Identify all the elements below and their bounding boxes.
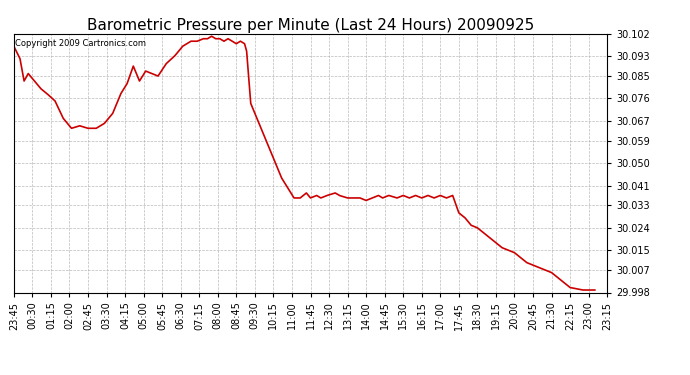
Text: Copyright 2009 Cartronics.com: Copyright 2009 Cartronics.com [15,39,146,48]
Title: Barometric Pressure per Minute (Last 24 Hours) 20090925: Barometric Pressure per Minute (Last 24 … [87,18,534,33]
